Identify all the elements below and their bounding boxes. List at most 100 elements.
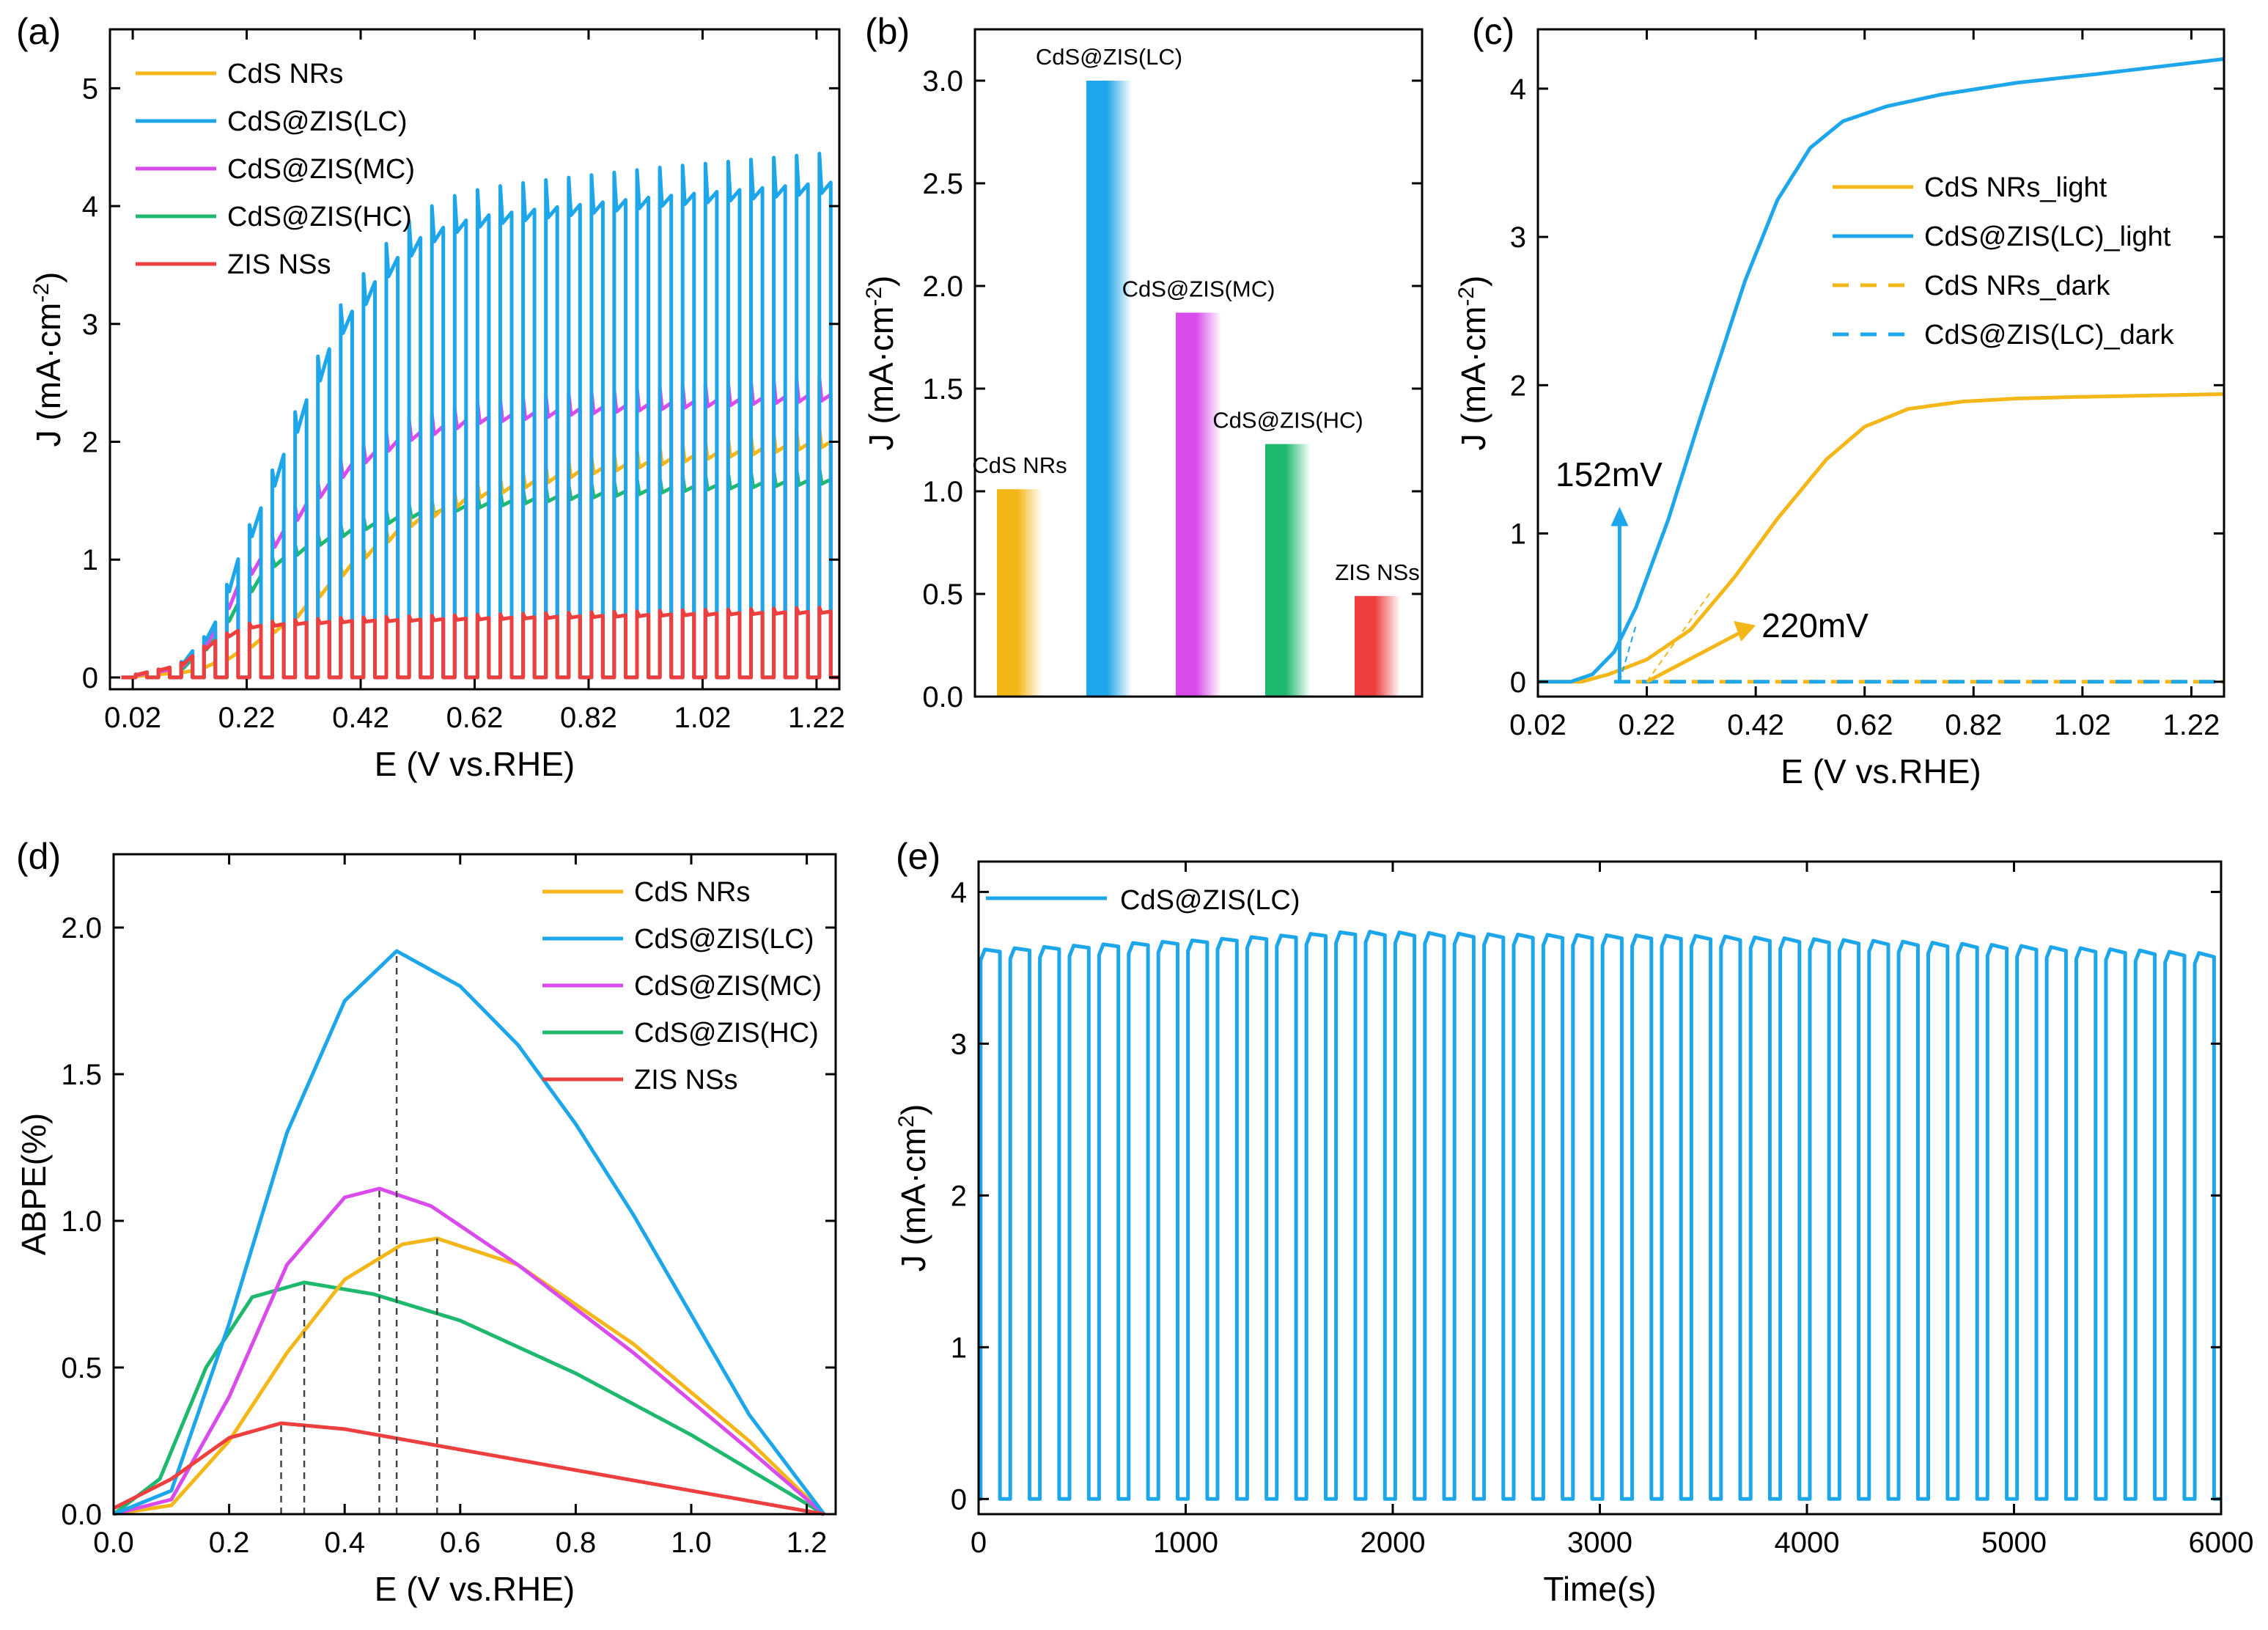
y-axis-label: J (mA·cm-2) [1454,276,1492,451]
y-tick-label: 2.5 [922,168,963,200]
bar-label: CdS@ZIS(LC) [1036,44,1182,70]
annotation-220mv: 220mV [1761,606,1868,645]
x-tick-label: 2000 [1361,1527,1426,1559]
y-label-main: J (mA·cm [1454,306,1492,451]
x-tick-label: 5000 [1981,1527,2047,1559]
x-tick-label: 0.0 [93,1527,134,1559]
y-tick-label: 2 [951,1180,967,1212]
x-tick-label: 1.0 [671,1527,712,1559]
y-tick-label: 2.0 [922,271,963,303]
bar-label: ZIS NSs [1335,559,1419,585]
y-tick-label: 3 [1510,221,1526,254]
arrow-shaft [1646,628,1747,683]
y-tick-label: 1.5 [922,373,963,405]
x-tick-label: 0.82 [1945,709,2002,741]
y-tick-label: 2 [1510,370,1526,402]
y-label-main: J (mA·cm [862,306,900,451]
y-tick-label: 2.0 [61,912,102,944]
x-tick-label: 0.02 [104,702,161,734]
series-line-3 [112,1280,825,1516]
y-axis-label: J (mA·cm2) [894,1104,932,1272]
y-label-close: ) [862,276,900,287]
x-tick-label: 0.22 [1619,709,1676,741]
y-tick-label: 0 [1510,667,1526,699]
x-axis-label: E (V vs.RHE) [1781,752,1981,790]
series-line-0 [113,1236,825,1516]
x-tick-label: 0.4 [324,1527,365,1559]
legend-label: CdS@ZIS(LC) [634,924,814,955]
bar-label: CdS NRs [972,452,1067,478]
bar-label: CdS@ZIS(MC) [1122,276,1275,301]
x-tick-label: 0.42 [1727,709,1784,741]
y-tick-label: 5 [82,73,98,105]
y-label-close: ) [1454,276,1492,287]
legend-label: CdS@ZIS(LC) [1120,885,1300,916]
y-label-sup: 2 [894,1115,918,1128]
series-line-0 [1538,392,2224,684]
legend-label: CdS NRs_dark [1924,271,2110,301]
x-tick-label: 0.62 [446,702,504,734]
x-tick-label: 0.22 [218,702,276,734]
y-tick-label: 2 [82,427,98,459]
y-axis-label: J (mA·cm-2) [29,272,67,447]
annotation-152mv: 152mV [1555,455,1663,493]
panel-label: (c) [1472,11,1514,52]
bar [1355,595,1400,697]
bar [1086,81,1132,697]
x-tick-label: 0.6 [440,1527,481,1559]
panel-c: 152mV 220mV 0.02 0.22 0.42 0.62 0.82 1.02 1.22 0 1… [1454,11,2225,790]
y-tick-label: 1 [1510,518,1526,551]
y-tick-label: 1 [82,544,98,576]
x-tick-label: 0 [971,1527,987,1559]
panel-b: CdS NRs CdS@ZIS(LC) CdS@ZIS(MC) CdS@ZIS(HC)… [862,11,1424,713]
x-axis-label: Time(s) [1543,1570,1656,1608]
legend-label: ZIS NSs [634,1065,737,1095]
arrow-head [1734,620,1756,642]
tangent-line [1646,589,1713,683]
series-line-1 [113,949,826,1516]
legend-label: CdS@ZIS(LC)_light [1924,221,2171,252]
legend-label: CdS@ZIS(LC) [227,106,408,137]
y-label-sup: -2 [1454,287,1479,306]
x-tick-label: 1.22 [788,702,845,734]
y-tick-label: 0 [951,1483,967,1516]
x-tick-label: 1000 [1153,1527,1218,1559]
panel-label: (d) [16,836,61,877]
bar [1176,312,1221,697]
arrow-head [1610,507,1629,526]
x-tick-label: 3000 [1567,1527,1632,1559]
legend-label: CdS@ZIS(HC) [634,1018,819,1049]
y-axis-label: ABPE(%) [15,1113,53,1255]
y-label-main: J (mA·cm [894,1128,932,1272]
panel-e: 0 1000 2000 3000 4000 5000 6000 0 1 2 3 4 Time(s) (e)… [894,836,2253,1608]
series-line-0 [979,930,2221,1501]
panel-label: (b) [865,11,910,52]
x-tick-label: 0.02 [1509,709,1566,741]
legend-label: ZIS NSs [227,249,331,280]
y-label-sup: -2 [862,287,886,306]
bar [997,489,1042,697]
y-tick-label: 3 [82,309,98,341]
plot-frame [973,28,1424,698]
y-tick-label: 4 [1510,73,1526,106]
y-tick-label: 3 [951,1028,967,1060]
x-tick-label: 6000 [2189,1527,2254,1559]
x-axis-label: E (V vs.RHE) [375,745,575,783]
x-tick-label: 0.62 [1836,709,1893,741]
legend-label: CdS@ZIS(LC)_dark [1924,320,2175,350]
y-label-close: ) [29,272,67,283]
legend-label: CdS NRs_light [1924,172,2107,203]
panel-label: (a) [16,11,61,52]
panel-a: 0.02 0.22 0.42 0.62 0.82 1.02 1.22 0 1 2 3 4 5 E (V v… [16,11,845,783]
y-tick-label: 3.0 [922,65,963,98]
x-tick-label: 0.82 [560,702,617,734]
y-tick-label: 0 [82,662,98,694]
series-line-1 [1538,56,2225,684]
y-tick-label: 0.0 [922,681,963,713]
x-tick-label: 0.42 [332,702,389,734]
y-tick-label: 4 [82,191,98,223]
x-axis-label: E (V vs.RHE) [375,1570,575,1608]
plot-frame [1536,28,2225,698]
legend-label: CdS@ZIS(HC) [227,202,412,232]
y-tick-label: 1.5 [61,1059,102,1091]
